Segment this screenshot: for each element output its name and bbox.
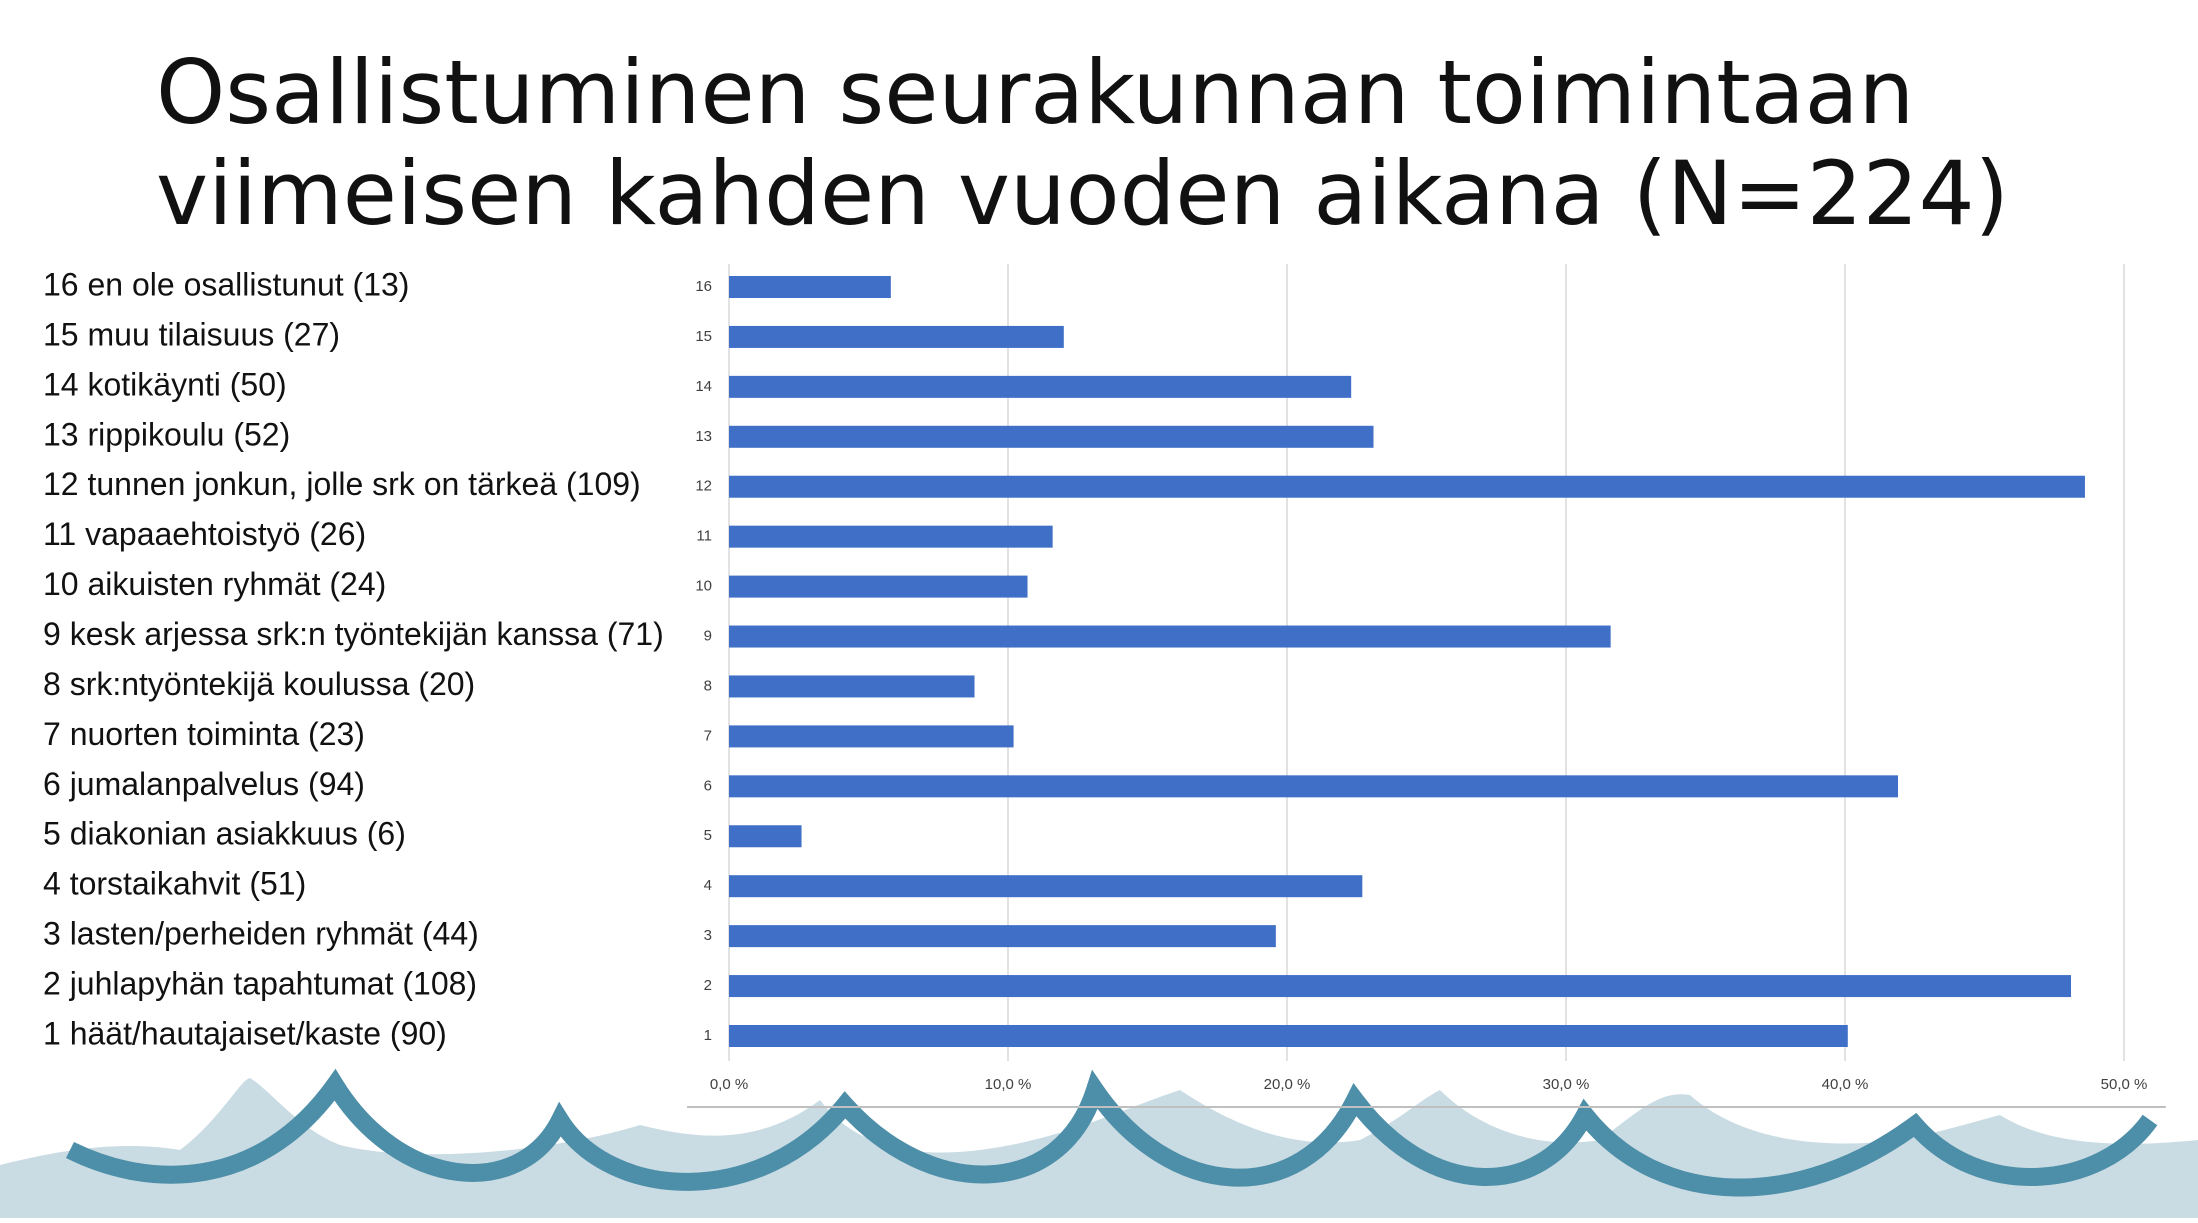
- y-tick-label: 6: [704, 777, 712, 794]
- bar: [729, 375, 1352, 398]
- x-tick-label: 40,0 %: [1822, 1076, 1869, 1093]
- item-label: 9 kesk arjessa srk:n työntekijän kanssa …: [43, 616, 664, 652]
- bar: [729, 725, 1014, 748]
- item-label: 4 torstaikahvit (51): [43, 866, 306, 902]
- item-label: 6 jumalanpalvelus (94): [43, 766, 365, 802]
- y-tick-label: 9: [704, 628, 712, 645]
- item-label: 8 srk:ntyöntekijä koulussa (20): [43, 666, 475, 702]
- y-tick-label: 14: [695, 378, 712, 395]
- item-label: 10 aikuisten ryhmät (24): [43, 566, 386, 602]
- waves: [0, 1068, 2198, 1218]
- bar: [729, 675, 975, 698]
- bar: [729, 276, 891, 298]
- x-tick-label: 20,0 %: [1264, 1076, 1311, 1093]
- y-tick-label: 10: [695, 578, 712, 595]
- x-tick-label: 30,0 %: [1543, 1076, 1590, 1093]
- item-label: 12 tunnen jonkun, jolle srk on tärkeä (1…: [43, 466, 641, 502]
- bar: [729, 1025, 1848, 1047]
- y-tick-label: 4: [704, 877, 712, 894]
- item-label: 15 muu tilaisuus (27): [43, 316, 340, 352]
- y-tick-label: 2: [704, 977, 712, 994]
- wave-front: [65, 1068, 2158, 1197]
- item-label: 5 diakonian asiakkuus (6): [43, 816, 406, 852]
- y-tick-label: 15: [695, 328, 712, 345]
- x-tick-label: 0,0 %: [710, 1076, 748, 1093]
- y-tick-label: 3: [704, 927, 712, 944]
- y-tick-label: 11: [696, 528, 712, 545]
- wave-back: [0, 1078, 2198, 1218]
- y-tick-label: 12: [695, 478, 712, 495]
- bar: [729, 925, 1276, 948]
- y-tick-label: 7: [704, 727, 712, 744]
- bar: [729, 875, 1363, 898]
- y-tick-label: 13: [695, 428, 712, 445]
- item-label: 11 vapaaehtoistyö (26): [43, 516, 366, 552]
- bar: [729, 575, 1028, 598]
- item-label: 7 nuorten toiminta (23): [43, 716, 365, 752]
- y-tick-label: 5: [704, 827, 712, 844]
- bar: [729, 975, 2071, 998]
- title: Osallistuminen seurakunnan toimintaanvii…: [156, 41, 2009, 245]
- title-line: Osallistuminen seurakunnan toimintaan: [156, 41, 1914, 144]
- item-label: 16 en ole osallistunut (13): [43, 266, 409, 302]
- x-tick-label: 10,0 %: [985, 1076, 1032, 1093]
- bar: [729, 325, 1064, 348]
- item-list: 1 häät/hautajaiset/kaste (90) 2 juhlapyhä…: [43, 266, 664, 1051]
- bar: [729, 775, 1899, 798]
- item-label: 14 kotikäynti (50): [43, 366, 287, 402]
- bar: [729, 425, 1374, 448]
- plot: 0,0 % 10,0 % 20,0 % 30,0 % 40,0 % 50,0 %12345…: [687, 264, 2166, 1108]
- x-tick-label: 50,0 %: [2101, 1076, 2148, 1093]
- item-label: 2 juhlapyhän tapahtumat (108): [43, 966, 477, 1002]
- bar: [729, 525, 1053, 548]
- bar: [729, 625, 1611, 648]
- y-tick-label: 1: [704, 1027, 712, 1044]
- item-label: 13 rippikoulu (52): [43, 416, 290, 452]
- y-tick-label: 8: [704, 677, 712, 694]
- bar: [729, 475, 2085, 498]
- bar: [729, 825, 802, 848]
- y-tick-label: 16: [695, 278, 712, 295]
- title-line: viimeisen kahden vuoden aikana (N=224): [156, 142, 2009, 245]
- item-label: 3 lasten/perheiden ryhmät (44): [43, 916, 479, 952]
- item-label: 1 häät/hautajaiset/kaste (90): [43, 1015, 447, 1051]
